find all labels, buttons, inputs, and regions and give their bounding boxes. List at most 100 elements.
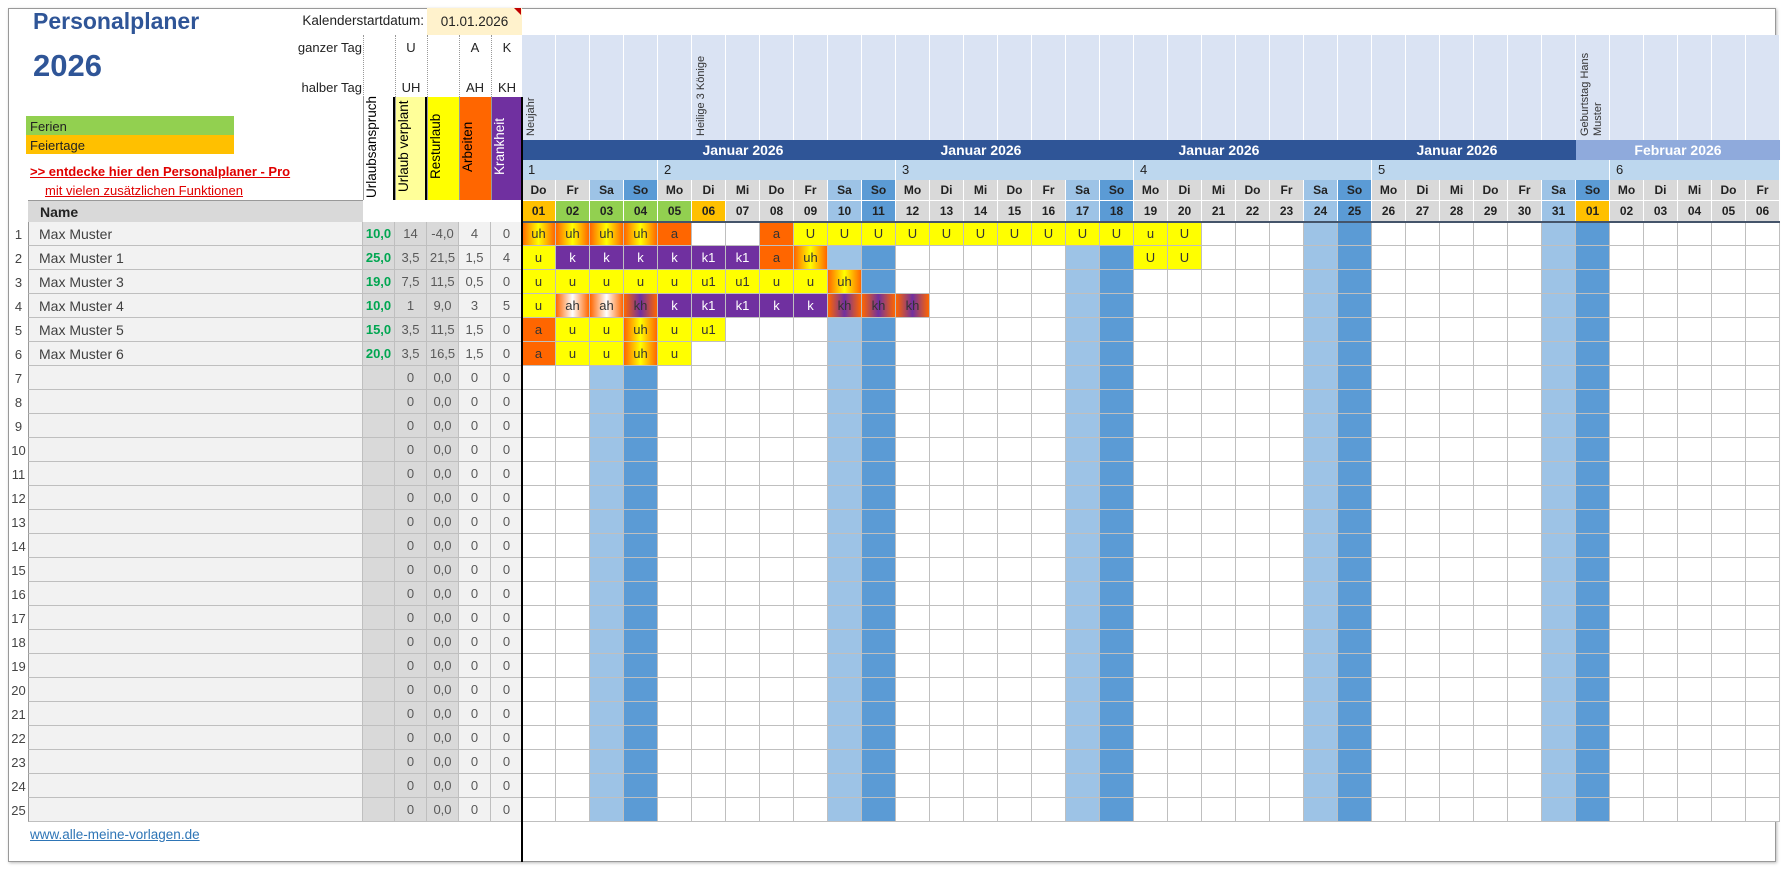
day-cell[interactable]: kh [828, 294, 862, 318]
day-cell[interactable] [1270, 534, 1304, 558]
day-cell[interactable] [1746, 510, 1780, 534]
day-cell[interactable] [862, 390, 896, 414]
day-cell[interactable] [964, 510, 998, 534]
day-cell[interactable] [1644, 678, 1678, 702]
day-cell[interactable] [658, 750, 692, 774]
day-cell[interactable]: u [760, 270, 794, 294]
day-cell[interactable] [1678, 774, 1712, 798]
day-cell[interactable] [1100, 606, 1134, 630]
day-cell[interactable]: k1 [726, 294, 760, 318]
day-cell[interactable] [556, 366, 590, 390]
day-cell[interactable] [1202, 270, 1236, 294]
day-cell[interactable] [1542, 246, 1576, 270]
day-cell[interactable] [1678, 486, 1712, 510]
value-anspruch[interactable] [363, 390, 395, 414]
day-cell[interactable] [964, 582, 998, 606]
day-cell[interactable] [1066, 630, 1100, 654]
day-cell[interactable] [1406, 486, 1440, 510]
day-cell[interactable] [1712, 462, 1746, 486]
day-cell[interactable] [1032, 774, 1066, 798]
day-cell[interactable] [930, 342, 964, 366]
day-cell[interactable] [1440, 270, 1474, 294]
day-cell[interactable] [1270, 342, 1304, 366]
day-cell[interactable] [1508, 654, 1542, 678]
day-cell[interactable] [1610, 702, 1644, 726]
day-cell[interactable] [998, 774, 1032, 798]
day-cell[interactable] [590, 678, 624, 702]
day-cell[interactable] [1304, 654, 1338, 678]
day-cell[interactable] [1134, 462, 1168, 486]
day-cell[interactable] [1474, 534, 1508, 558]
day-cell[interactable] [1440, 654, 1474, 678]
day-cell[interactable] [1576, 510, 1610, 534]
day-cell[interactable] [828, 702, 862, 726]
day-cell[interactable] [1236, 486, 1270, 510]
day-cell[interactable] [1066, 294, 1100, 318]
day-cell[interactable] [1610, 462, 1644, 486]
day-cell[interactable] [1168, 294, 1202, 318]
day-cell[interactable] [1100, 798, 1134, 822]
day-cell[interactable] [1270, 630, 1304, 654]
day-cell[interactable] [1032, 294, 1066, 318]
day-cell[interactable] [692, 414, 726, 438]
day-cell[interactable] [658, 798, 692, 822]
day-cell[interactable] [1338, 750, 1372, 774]
day-cell[interactable] [930, 798, 964, 822]
day-cell[interactable] [794, 558, 828, 582]
day-cell[interactable] [1474, 678, 1508, 702]
value-anspruch[interactable] [363, 582, 395, 606]
day-cell[interactable] [1746, 294, 1780, 318]
employee-name-field[interactable] [28, 558, 363, 582]
day-cell[interactable] [624, 774, 658, 798]
day-cell[interactable]: a [522, 342, 556, 366]
day-cell[interactable] [1576, 798, 1610, 822]
day-cell[interactable] [828, 366, 862, 390]
day-cell[interactable] [692, 726, 726, 750]
day-cell[interactable] [1474, 294, 1508, 318]
day-cell[interactable] [1712, 510, 1746, 534]
day-cell[interactable] [828, 558, 862, 582]
day-cell[interactable] [1236, 630, 1270, 654]
employee-name-field[interactable] [28, 726, 363, 750]
day-cell[interactable] [522, 510, 556, 534]
day-cell[interactable] [1372, 246, 1406, 270]
day-cell[interactable] [624, 750, 658, 774]
day-cell[interactable] [1338, 486, 1372, 510]
day-cell[interactable] [1678, 702, 1712, 726]
day-cell[interactable] [1372, 774, 1406, 798]
day-cell[interactable] [522, 414, 556, 438]
day-cell[interactable] [658, 654, 692, 678]
day-cell[interactable] [1372, 222, 1406, 246]
day-cell[interactable] [726, 462, 760, 486]
day-cell[interactable] [1644, 510, 1678, 534]
day-cell[interactable] [998, 294, 1032, 318]
day-cell[interactable] [726, 510, 760, 534]
day-cell[interactable] [1542, 318, 1576, 342]
day-cell[interactable] [624, 798, 658, 822]
day-cell[interactable] [1270, 750, 1304, 774]
day-cell[interactable] [1236, 774, 1270, 798]
day-cell[interactable] [1270, 654, 1304, 678]
day-cell[interactable] [1100, 534, 1134, 558]
day-cell[interactable] [1202, 486, 1236, 510]
day-cell[interactable] [964, 246, 998, 270]
day-cell[interactable] [1440, 462, 1474, 486]
day-cell[interactable] [794, 438, 828, 462]
day-cell[interactable] [1100, 750, 1134, 774]
day-cell[interactable] [1644, 366, 1678, 390]
day-cell[interactable] [964, 702, 998, 726]
day-cell[interactable] [1508, 678, 1542, 702]
day-cell[interactable] [1644, 534, 1678, 558]
day-cell[interactable] [1406, 438, 1440, 462]
day-cell[interactable] [1066, 246, 1100, 270]
day-cell[interactable] [1372, 462, 1406, 486]
day-cell[interactable] [1168, 606, 1202, 630]
day-cell[interactable] [1100, 486, 1134, 510]
day-cell[interactable] [862, 726, 896, 750]
day-cell[interactable] [1576, 270, 1610, 294]
day-cell[interactable] [1134, 582, 1168, 606]
day-cell[interactable] [1474, 510, 1508, 534]
day-cell[interactable] [794, 678, 828, 702]
day-cell[interactable] [1066, 726, 1100, 750]
day-cell[interactable] [1474, 366, 1508, 390]
